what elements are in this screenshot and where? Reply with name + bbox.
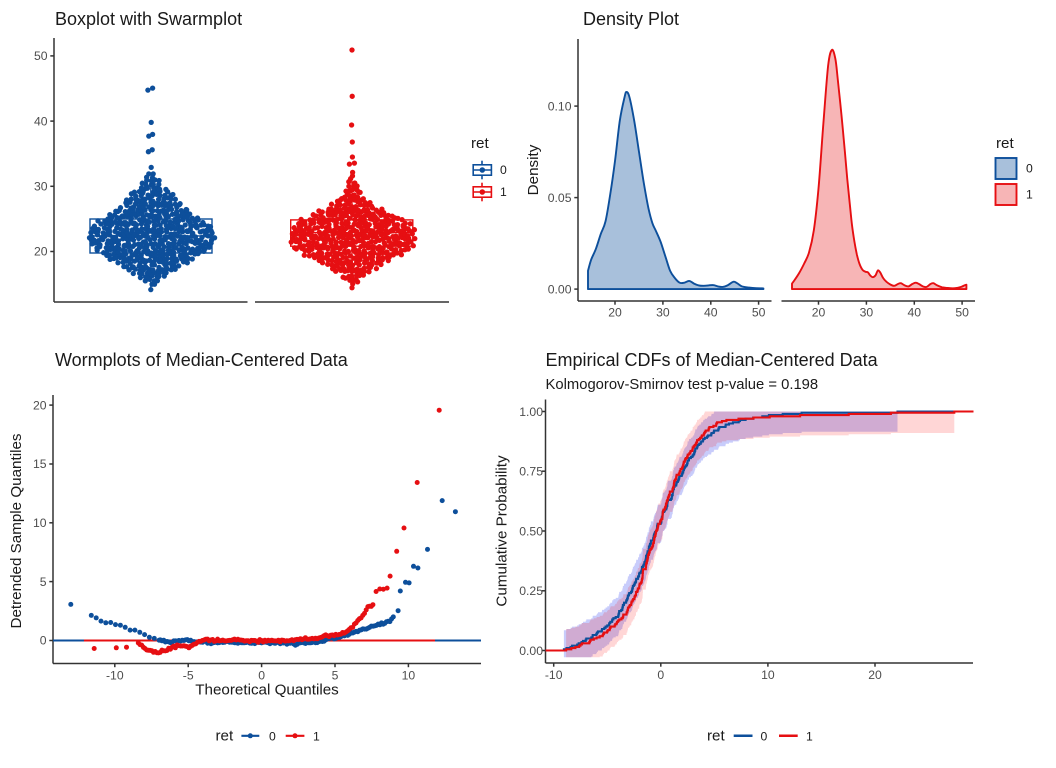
svg-text:0.00: 0.00 bbox=[548, 282, 572, 296]
svg-text:Kolmogorov-Smirnov test p-valu: Kolmogorov-Smirnov test p-value = 0.198 bbox=[546, 377, 819, 393]
svg-text:1: 1 bbox=[1026, 188, 1033, 202]
svg-text:40: 40 bbox=[34, 114, 48, 128]
svg-text:20: 20 bbox=[868, 668, 882, 682]
svg-text:Boxplot with Swarmplot: Boxplot with Swarmplot bbox=[55, 9, 242, 29]
svg-text:1: 1 bbox=[500, 185, 507, 199]
svg-text:ret: ret bbox=[216, 728, 235, 745]
svg-text:1.00: 1.00 bbox=[519, 405, 543, 419]
svg-text:-10: -10 bbox=[545, 668, 563, 682]
svg-text:Wormplots of Median-Centered D: Wormplots of Median-Centered Data bbox=[55, 350, 349, 370]
svg-text:0.05: 0.05 bbox=[548, 191, 572, 205]
svg-text:5: 5 bbox=[332, 669, 339, 683]
svg-text:30: 30 bbox=[34, 180, 48, 194]
svg-text:10: 10 bbox=[402, 669, 416, 683]
svg-text:0: 0 bbox=[1026, 162, 1033, 176]
svg-text:Empirical CDFs of Median-Cente: Empirical CDFs of Median-Centered Data bbox=[546, 350, 879, 370]
svg-text:1: 1 bbox=[313, 729, 320, 743]
svg-text:50: 50 bbox=[955, 306, 969, 320]
svg-text:20: 20 bbox=[608, 306, 622, 320]
svg-text:0: 0 bbox=[40, 634, 47, 648]
svg-text:10: 10 bbox=[33, 516, 47, 530]
svg-text:ret: ret bbox=[471, 135, 490, 152]
svg-text:0.00: 0.00 bbox=[519, 644, 543, 658]
svg-text:ret: ret bbox=[996, 135, 1015, 152]
svg-text:40: 40 bbox=[908, 306, 922, 320]
svg-text:15: 15 bbox=[33, 457, 47, 471]
svg-text:40: 40 bbox=[704, 306, 718, 320]
svg-text:0.25: 0.25 bbox=[519, 584, 543, 598]
svg-text:50: 50 bbox=[752, 306, 766, 320]
svg-text:Theoretical Quantiles: Theoretical Quantiles bbox=[195, 682, 339, 699]
svg-text:0: 0 bbox=[258, 669, 265, 683]
svg-text:0: 0 bbox=[500, 163, 507, 177]
svg-text:1: 1 bbox=[806, 729, 813, 743]
svg-text:0: 0 bbox=[761, 729, 768, 743]
svg-text:Density: Density bbox=[525, 144, 542, 195]
svg-text:0.10: 0.10 bbox=[548, 99, 572, 113]
svg-text:30: 30 bbox=[656, 306, 670, 320]
svg-text:Detrended Sample Quantiles: Detrended Sample Quantiles bbox=[8, 433, 25, 628]
svg-text:0.75: 0.75 bbox=[519, 465, 543, 479]
svg-text:ret: ret bbox=[707, 728, 726, 745]
svg-text:20: 20 bbox=[34, 245, 48, 259]
svg-text:0.50: 0.50 bbox=[519, 524, 543, 538]
svg-text:Cumulative Probability: Cumulative Probability bbox=[494, 455, 511, 607]
svg-text:-5: -5 bbox=[183, 669, 194, 683]
svg-text:Density Plot: Density Plot bbox=[583, 9, 679, 29]
svg-text:50: 50 bbox=[34, 49, 48, 63]
svg-text:30: 30 bbox=[860, 306, 874, 320]
svg-text:0: 0 bbox=[269, 729, 276, 743]
svg-text:5: 5 bbox=[40, 575, 47, 589]
svg-text:20: 20 bbox=[812, 306, 826, 320]
svg-text:10: 10 bbox=[761, 668, 775, 682]
svg-text:0: 0 bbox=[657, 668, 664, 682]
svg-text:20: 20 bbox=[33, 398, 47, 412]
svg-text:-10: -10 bbox=[106, 669, 124, 683]
